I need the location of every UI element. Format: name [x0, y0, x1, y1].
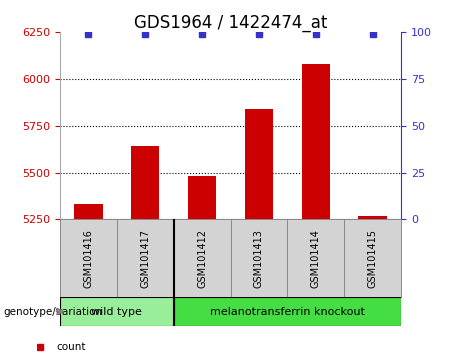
Bar: [131, 146, 160, 219]
Bar: [74, 205, 102, 219]
Text: GSM101412: GSM101412: [197, 229, 207, 288]
Text: GSM101417: GSM101417: [140, 229, 150, 288]
Bar: [344, 219, 401, 297]
Bar: [60, 297, 174, 326]
Bar: [188, 176, 216, 219]
Bar: [174, 219, 230, 297]
Text: wild type: wild type: [91, 307, 142, 316]
Bar: [117, 219, 174, 297]
Title: GDS1964 / 1422474_at: GDS1964 / 1422474_at: [134, 14, 327, 32]
Bar: [245, 109, 273, 219]
Bar: [358, 216, 387, 219]
Text: GSM101414: GSM101414: [311, 229, 321, 288]
Text: GSM101415: GSM101415: [367, 229, 378, 288]
Bar: [174, 297, 401, 326]
Bar: [287, 219, 344, 297]
Text: melanotransferrin knockout: melanotransferrin knockout: [210, 307, 365, 316]
Bar: [301, 64, 330, 219]
Text: GSM101413: GSM101413: [254, 229, 264, 288]
Text: count: count: [56, 342, 86, 352]
Text: genotype/variation: genotype/variation: [4, 307, 103, 316]
Bar: [60, 219, 117, 297]
Text: GSM101416: GSM101416: [83, 229, 94, 288]
Bar: [230, 219, 287, 297]
